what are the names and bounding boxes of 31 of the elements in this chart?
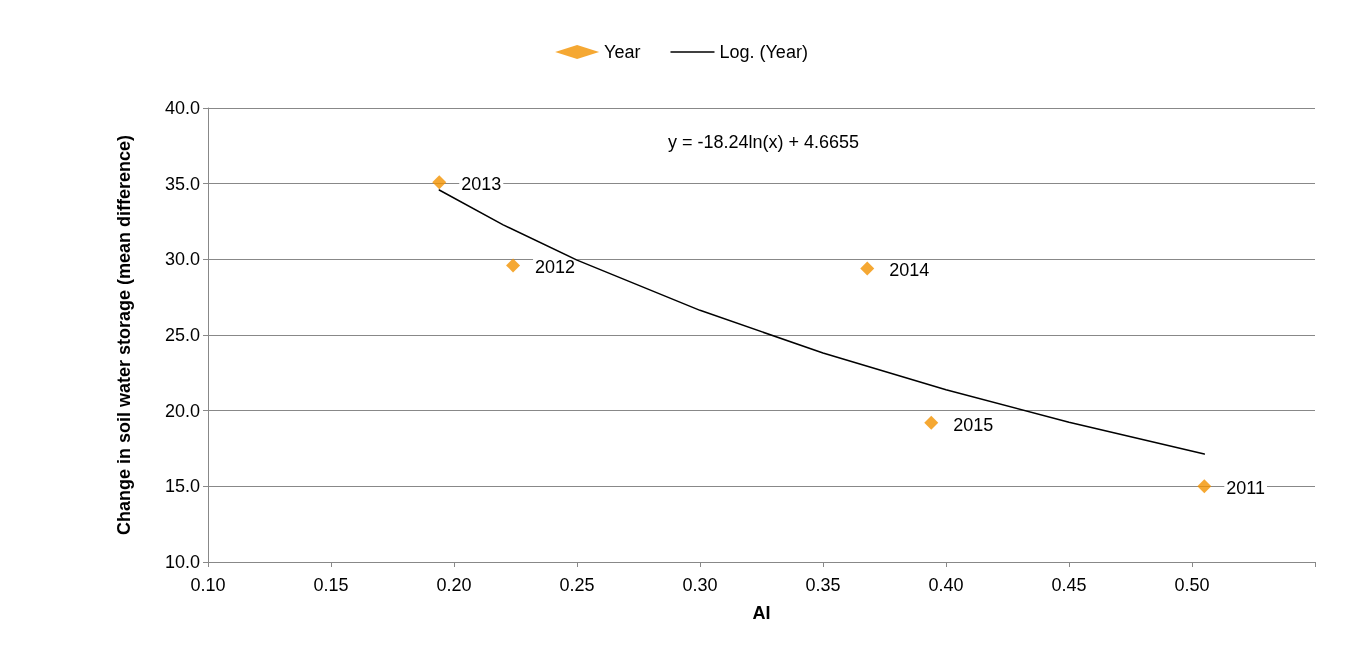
annotation: 2012 <box>535 257 576 278</box>
annotation: 2011 <box>1226 478 1266 499</box>
legend-label: Year <box>604 42 641 62</box>
point <box>924 415 939 430</box>
legend-label: Log. (Year) <box>719 42 808 62</box>
x-axis-title: AI <box>752 603 771 623</box>
x-tick-label: 0.45 <box>1051 575 1087 595</box>
annotation: 2015 <box>953 414 994 435</box>
x-tick-label: 0.15 <box>313 575 349 595</box>
y-tick-label: 25.0 <box>164 325 200 345</box>
y-tick-label: 20.0 <box>164 400 200 421</box>
annotation: 2013 <box>461 174 502 195</box>
x-tick-label: 0.30 <box>682 575 718 595</box>
annotation: y = -18.24ln(x) + 4.6655 <box>668 132 860 152</box>
x-tick-label: 0.20 <box>436 575 472 595</box>
y-tick-label: 35.0 <box>164 173 200 194</box>
point <box>506 258 521 273</box>
x-tick-label: 0.35 <box>805 575 841 595</box>
y-axis-title: Change in soil water storage (mean difference) <box>114 134 134 536</box>
x-tick-label: 0.10 <box>190 575 226 595</box>
y-tick-label: 10.0 <box>164 552 200 572</box>
point <box>1197 479 1212 494</box>
x-tick-label: 0.40 <box>928 575 964 595</box>
y-tick-label: 30.0 <box>164 249 200 270</box>
point <box>860 261 875 276</box>
point <box>432 175 447 190</box>
y-tick-label: 15.0 <box>164 476 200 497</box>
x-tick-label: 0.50 <box>1174 575 1210 595</box>
y-tick-label: 40.0 <box>164 98 200 118</box>
annotation: 2014 <box>889 260 930 281</box>
x-tick-label: 0.25 <box>559 575 595 595</box>
